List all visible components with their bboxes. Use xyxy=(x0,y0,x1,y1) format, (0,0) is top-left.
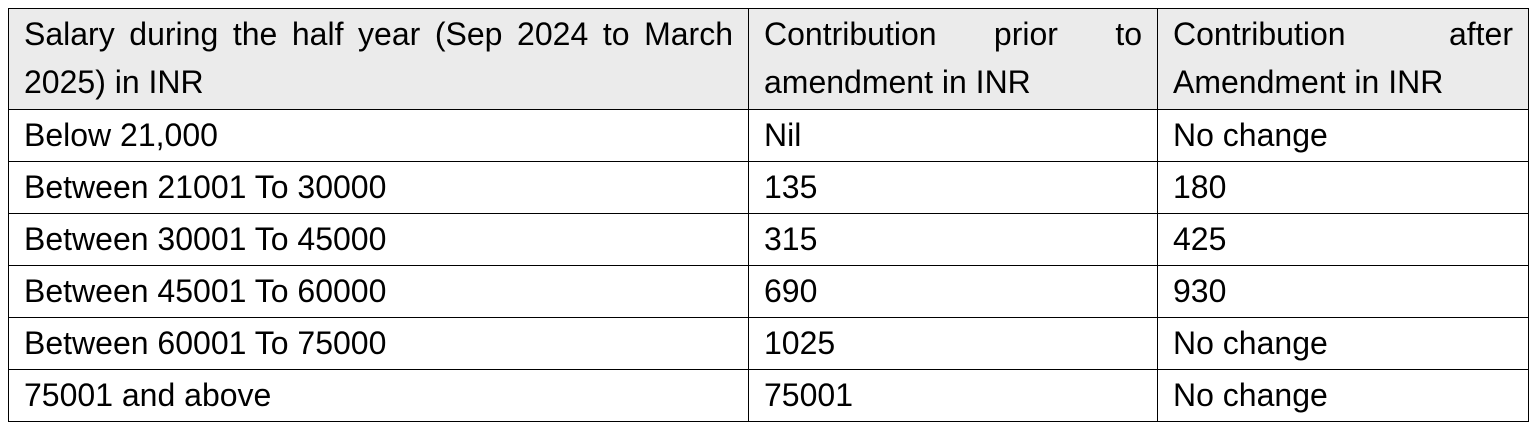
table-row: Between 45001 To 60000 690 930 xyxy=(8,265,1529,318)
table-cell: Between 21001 To 30000 xyxy=(8,161,749,214)
table-cell: Between 60001 To 75000 xyxy=(8,317,749,370)
table-row: Between 60001 To 75000 1025 No change xyxy=(8,317,1529,370)
table-cell: 425 xyxy=(1157,213,1529,266)
table-cell: 75001 xyxy=(748,369,1158,422)
header-cell: Salary during the half year (Sep 2024 to… xyxy=(8,8,749,110)
header-cell: Contribution prior to amendment in INR xyxy=(748,8,1158,110)
table-row: Below 21,000 Nil No change xyxy=(8,109,1529,162)
header-cell: Contribution after Amendment in INR xyxy=(1157,8,1529,110)
table-row: Between 21001 To 30000 135 180 xyxy=(8,161,1529,214)
table-cell: Nil xyxy=(748,109,1158,162)
table-cell: 315 xyxy=(748,213,1158,266)
table-cell: 75001 and above xyxy=(8,369,749,422)
table-cell: 135 xyxy=(748,161,1158,214)
header-row: Salary during the half year (Sep 2024 to… xyxy=(8,8,1529,110)
table-cell: Between 30001 To 45000 xyxy=(8,213,749,266)
table-cell: 930 xyxy=(1157,265,1529,318)
table-cell: 1025 xyxy=(748,317,1158,370)
table-cell: No change xyxy=(1157,109,1529,162)
table-cell: No change xyxy=(1157,317,1529,370)
table-row: Between 30001 To 45000 315 425 xyxy=(8,213,1529,266)
contribution-table: Salary during the half year (Sep 2024 to… xyxy=(8,8,1529,422)
table-cell: 180 xyxy=(1157,161,1529,214)
table-body: Below 21,000 Nil No change Between 21001 To… xyxy=(8,109,1529,422)
table-cell: No change xyxy=(1157,369,1529,422)
table-row: 75001 and above 75001 No change xyxy=(8,369,1529,422)
table-cell: 690 xyxy=(748,265,1158,318)
table-cell: Below 21,000 xyxy=(8,109,749,162)
table-cell: Between 45001 To 60000 xyxy=(8,265,749,318)
